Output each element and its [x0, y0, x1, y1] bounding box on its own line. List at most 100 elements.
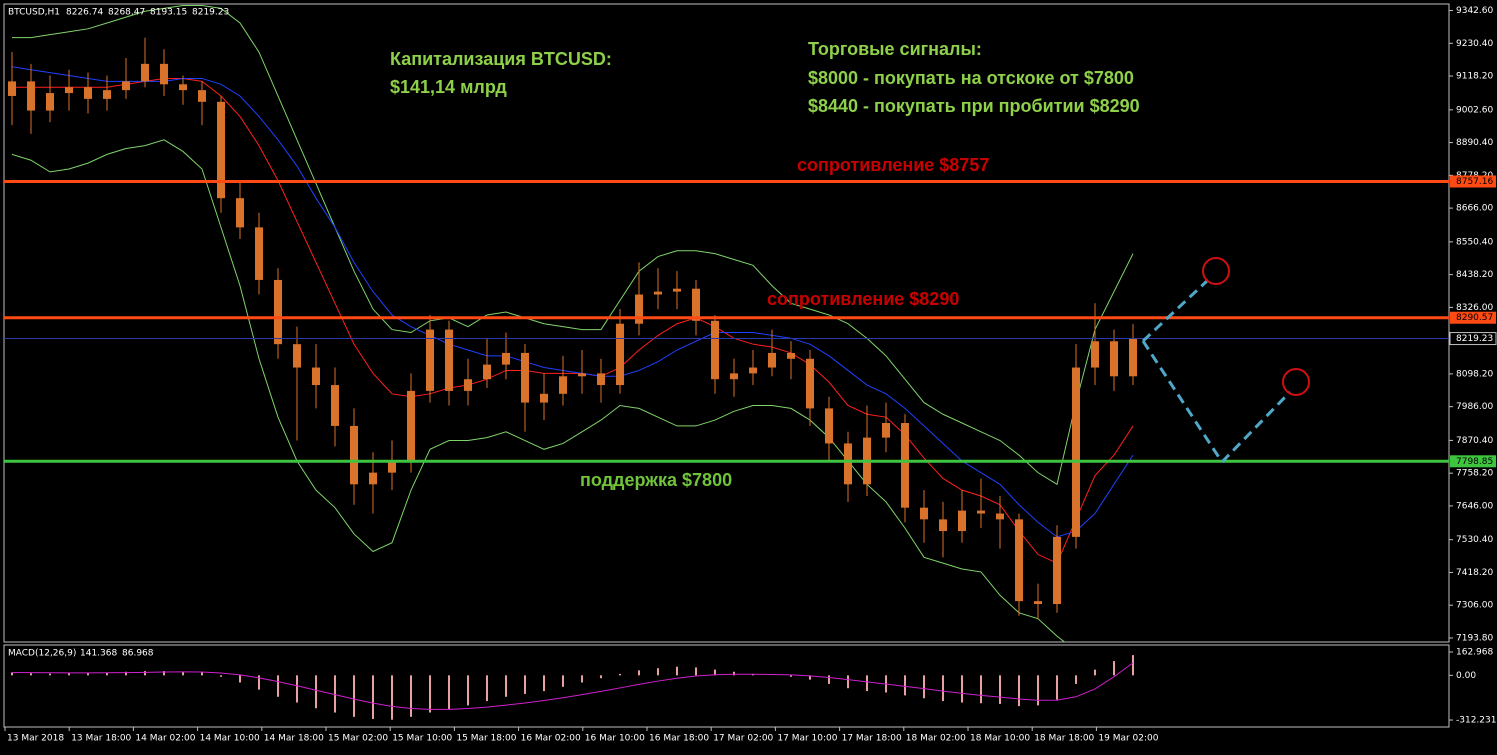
candle-body: [521, 352, 529, 403]
level-tag: [1450, 175, 1496, 188]
candle-body: [198, 90, 206, 102]
indicator-line: [12, 77, 1134, 564]
candle-body: [274, 279, 282, 345]
candle-body: [597, 373, 605, 386]
price-frame: [3, 3, 1450, 643]
y-tick-label: 7418.20: [1456, 568, 1493, 578]
candle-body: [1053, 536, 1061, 605]
y-tick-label: 9342.60: [1456, 6, 1493, 16]
macd-header-value: 86.968: [122, 649, 154, 659]
x-tick-label: 13 Mar 18:00: [71, 734, 131, 744]
candle-body: [255, 227, 263, 280]
candle-body: [426, 329, 434, 391]
candle-body: [806, 358, 814, 409]
candle-body: [1034, 601, 1042, 605]
target-circle: [1202, 257, 1230, 285]
candle-body: [920, 507, 928, 520]
header-value: 8226.74: [66, 8, 103, 18]
candle-body: [787, 352, 795, 359]
level-label: 8290.57: [1456, 313, 1493, 323]
x-tick-label: 17 Mar 02:00: [713, 734, 773, 744]
candle-body: [958, 510, 966, 532]
candle-body: [844, 443, 852, 485]
candle-body: [502, 352, 510, 365]
y-tick-label: 8438.20: [1456, 270, 1493, 280]
candle-body: [407, 390, 415, 461]
candle-body: [331, 385, 339, 426]
level-label: 8219.23: [1456, 334, 1493, 344]
y-tick-label: 7646.00: [1456, 501, 1493, 511]
x-tick-label: 15 Mar 18:00: [456, 734, 516, 744]
level-tag: [1450, 311, 1496, 324]
x-tick-label: 18 Mar 02:00: [906, 734, 966, 744]
candle-body: [388, 460, 396, 473]
candle-body: [996, 513, 1004, 520]
level-tag: [1450, 455, 1496, 468]
candle-body: [1072, 367, 1080, 537]
y-tick-label: 9002.60: [1456, 105, 1493, 115]
target-circle: [1282, 368, 1310, 396]
candle-body: [711, 320, 719, 380]
candle-body: [8, 81, 16, 96]
macd-frame: [3, 644, 1450, 728]
candle-body: [616, 323, 624, 386]
level-label: 8757.16: [1456, 177, 1493, 187]
x-tick-label: 16 Mar 10:00: [585, 734, 645, 744]
candle-body: [46, 93, 54, 111]
candle-body: [122, 81, 130, 91]
symbol: BTCUSD,H1: [8, 8, 60, 18]
candle-body: [445, 329, 453, 391]
candle-body: [464, 379, 472, 391]
candle-body: [160, 63, 168, 85]
y-tick-label: 7530.40: [1456, 535, 1493, 545]
candle-body: [559, 376, 567, 394]
candle-body: [578, 373, 586, 377]
x-tick-label: 14 Mar 18:00: [264, 734, 324, 744]
x-tick-label: 14 Mar 10:00: [200, 734, 260, 744]
annotation: поддержка $7800: [580, 470, 732, 490]
indicator-line: [11, 139, 1066, 642]
indicator-line: [12, 4, 1134, 486]
plot-area: [8, 4, 1137, 642]
y-tick-label: 8890.40: [1456, 138, 1493, 148]
candle-body: [84, 87, 92, 99]
candle-body: [141, 63, 149, 82]
x-tick-label: 19 Mar 02:00: [1098, 734, 1158, 744]
y-tick-label: 7758.20: [1456, 469, 1493, 479]
annotation: $8000 - покупать на отскоке от $7800: [808, 68, 1134, 88]
annotation: Торговые сигналы:: [808, 39, 982, 59]
y-tick-label: 9230.40: [1456, 39, 1493, 49]
candle-body: [103, 90, 111, 99]
candle-body: [65, 87, 73, 94]
projection-line: [1141, 278, 1210, 343]
candle-body: [882, 423, 890, 438]
candle-body: [483, 364, 491, 380]
candle-body: [692, 288, 700, 321]
macd-y-tick-label: -312.231: [1456, 716, 1496, 726]
y-tick-label: 7870.40: [1456, 436, 1493, 446]
annotation: Капитализация BTCUSD:: [390, 49, 612, 69]
x-tick-label: 17 Mar 18:00: [842, 734, 902, 744]
header-value: 8268.47: [108, 8, 145, 18]
candle-body: [179, 84, 187, 91]
header-value: 8193.15: [150, 8, 187, 18]
candle-body: [977, 510, 985, 514]
x-tick-label: 15 Mar 02:00: [328, 734, 388, 744]
x-tick-label: 13 Mar 2018: [7, 734, 64, 744]
macd-signal: [11, 662, 1134, 710]
candle-body: [540, 393, 548, 403]
candle-body: [350, 425, 358, 485]
projection-line: [1141, 340, 1224, 463]
x-tick-label: 18 Mar 10:00: [970, 734, 1030, 744]
candle-body: [901, 423, 909, 508]
candle-body: [27, 81, 35, 111]
x-tick-label: 14 Mar 02:00: [135, 734, 195, 744]
y-tick-label: 7986.00: [1456, 402, 1493, 412]
y-tick-label: 8666.00: [1456, 204, 1493, 214]
indicator-line: [11, 66, 1134, 538]
level-tag: [1449, 332, 1497, 346]
annotation: сопротивление $8290: [767, 289, 959, 309]
annotation: $141,14 млрд: [390, 77, 507, 97]
annotation: $8440 - покупать при пробитии $8290: [808, 96, 1140, 116]
x-tick-label: 17 Mar 10:00: [777, 734, 837, 744]
